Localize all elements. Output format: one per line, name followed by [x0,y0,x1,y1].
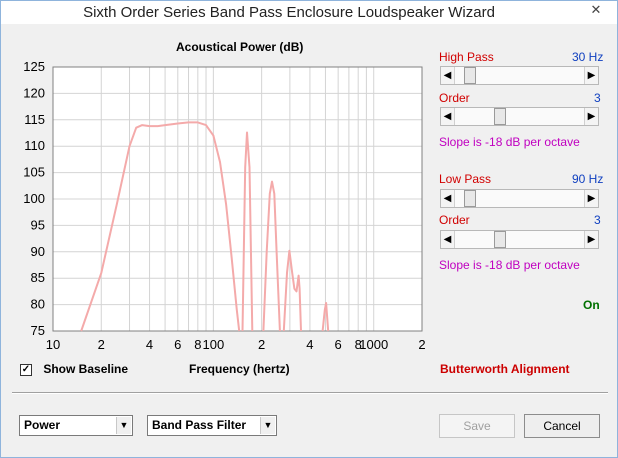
power-series-line [282,249,302,332]
x-tick-label: 8 [194,337,201,352]
y-tick-label: 80 [31,297,45,312]
view-select-value: Power [24,418,61,432]
x-tick-label: 4 [306,337,313,352]
x-tick-label: 6 [335,337,342,352]
y-tick-label: 115 [24,112,45,127]
high-pass-value: 30 Hz [572,50,604,64]
filter-select-value: Band Pass Filter [152,418,247,432]
power-series-line [241,131,254,332]
low-order-slider[interactable]: ◀ ▶ [440,230,599,249]
filter-select[interactable]: Band Pass Filter ▼ [147,415,277,436]
slider-thumb[interactable] [493,108,506,125]
x-tick-label: 2 [418,337,425,352]
divider [12,392,608,394]
arrow-left-icon[interactable]: ◀ [441,67,455,84]
window-title: Sixth Order Series Band Pass Enclosure L… [83,4,495,21]
y-tick-label: 105 [23,165,45,180]
slider-thumb[interactable] [464,67,477,84]
arrow-left-icon[interactable]: ◀ [441,108,455,125]
chevron-down-icon[interactable]: ▼ [260,417,275,434]
y-tick-label: 85 [31,270,45,285]
x-tick-label: 10 [46,337,60,352]
x-tick-label: 1000 [359,337,388,352]
client-area: Acoustical Power (dB) 125 120 115 110 105 100… [2,24,616,457]
chart-title: Acoustical Power (dB) [176,40,304,54]
low-pass-label: Low Pass [439,172,492,186]
arrow-left-icon[interactable]: ◀ [441,190,455,207]
arrow-left-icon[interactable]: ◀ [441,231,455,248]
save-button[interactable]: Save [439,414,515,438]
arrow-right-icon[interactable]: ▶ [584,231,598,248]
x-tick-label: 4 [146,337,153,352]
arrow-right-icon[interactable]: ▶ [584,108,598,125]
x-tick-label: 8 [355,337,362,352]
x-tick-label: 6 [174,337,181,352]
title-bar: Sixth Order Series Band Pass Enclosure L… [1,1,617,24]
high-slope-text: Slope is -18 dB per octave [439,135,580,149]
low-slope-text: Slope is -18 dB per octave [439,258,580,272]
power-series-line [80,121,241,332]
close-icon[interactable]: ✕ [590,2,602,17]
low-order-label: Order [439,213,470,227]
high-order-slider[interactable]: ◀ ▶ [440,107,599,126]
x-axis-label: Frequency (hertz) [189,362,290,376]
x-tick-label: 2 [258,337,265,352]
arrow-right-icon[interactable]: ▶ [584,67,598,84]
checkbox-check-icon[interactable]: ✓ [20,363,32,376]
y-tick-label: 120 [23,85,45,100]
low-pass-slider[interactable]: ◀ ▶ [440,189,599,208]
plot-border [52,66,423,332]
arrow-right-icon[interactable]: ▶ [584,190,598,207]
low-order-value: 3 [594,213,601,227]
high-pass-slider[interactable]: ◀ ▶ [440,66,599,85]
power-series-line [321,302,330,332]
status-indicator: On [583,298,600,312]
chevron-down-icon[interactable]: ▼ [116,417,131,434]
cancel-button[interactable]: Cancel [524,414,600,438]
low-pass-value: 90 Hz [572,172,604,186]
y-tick-label: 90 [31,244,45,259]
high-order-value: 3 [594,91,601,105]
x-tick-label: 100 [203,337,225,352]
slider-thumb[interactable] [493,231,506,248]
y-tick-label: 95 [31,217,45,232]
y-tick-label: 75 [31,323,45,338]
y-tick-label: 100 [23,191,45,206]
slider-thumb[interactable] [464,190,477,207]
power-series-line [262,180,281,332]
show-baseline-label: Show Baseline [43,362,129,376]
high-pass-label: High Pass [439,50,494,64]
y-tick-label: 125 [23,59,45,74]
alignment-label: Butterworth Alignment [440,362,570,376]
view-select[interactable]: Power ▼ [19,415,133,436]
show-baseline-checkbox[interactable]: ✓ Show Baseline [20,362,128,376]
x-tick-label: 2 [98,337,105,352]
high-order-label: Order [439,91,470,105]
y-tick-label: 110 [24,138,45,153]
